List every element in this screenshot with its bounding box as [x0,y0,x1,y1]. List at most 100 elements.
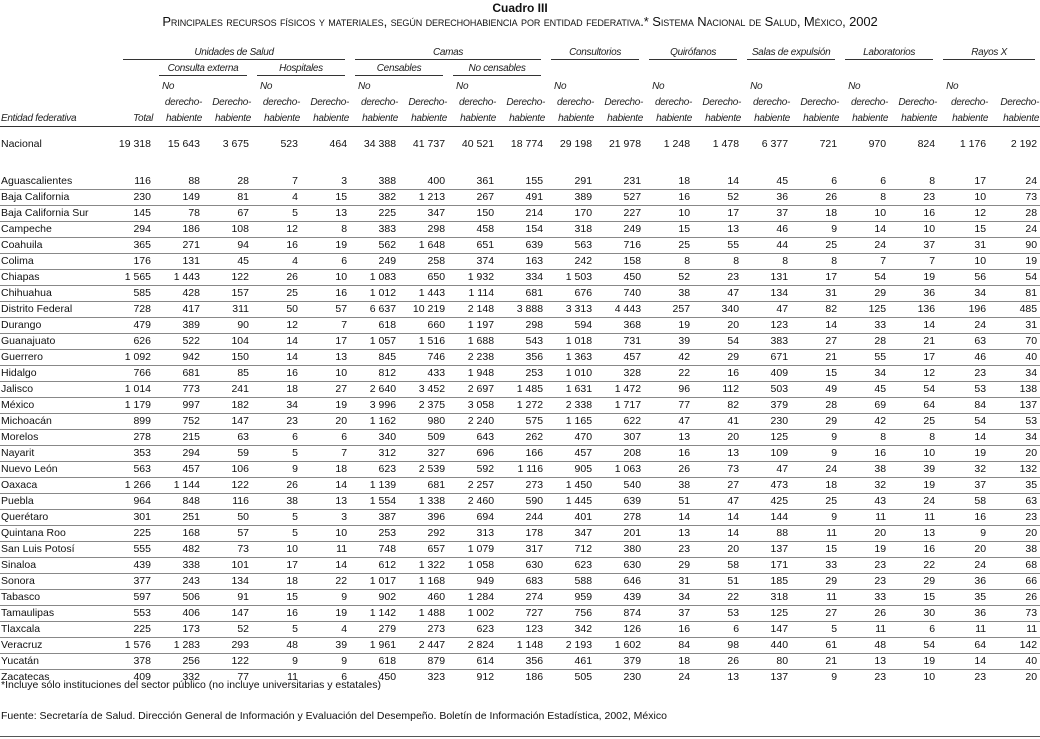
value-cell: 214 [497,205,547,222]
value-cell: 51 [693,573,743,590]
value-cell: 1 554 [350,493,400,510]
value-cell: 15 643 [167,137,200,150]
value-cell: 2 824 [448,637,498,654]
value-cell: 8 [644,253,694,270]
value-cell: 21 [791,349,841,366]
value-cell: 2 539 [399,461,449,478]
value-cell: 19 [938,445,990,462]
value-cell: 125 [840,301,890,318]
column-header-line: habiente [448,108,498,127]
value-cell: 31 [791,285,841,302]
value-cell: 20 [840,525,890,542]
value-cell: 14 [693,525,743,542]
value-cell: 16 [252,365,301,382]
entity-name: Quintana Roo [0,525,118,542]
value-cell: 35 [989,477,1040,494]
group-header: Camas [350,44,546,60]
value-cell: 23 [974,671,987,683]
value-cell: 51 [644,493,694,510]
value-cell: 57 [301,301,351,318]
value-cell: 657 [399,541,449,558]
value-cell: 10 [644,205,694,222]
value-cell: 123 [497,621,547,638]
total-column-header: Total [118,108,154,127]
value-cell: 274 [497,589,547,606]
value-cell: 1 516 [399,333,449,350]
value-cell: 10 219 [399,301,449,318]
value-cell: 4 [252,253,301,270]
value-cell: 334 [497,269,547,286]
value-cell: 19 [989,253,1040,270]
column-header-line: habiente [989,108,1040,127]
value-cell: 646 [595,573,645,590]
value-cell: 651 [448,237,498,254]
value-cell: 38 [644,285,694,302]
value-cell: 38 [644,477,694,494]
value-cell: 4 [301,621,351,638]
value-cell: 1 197 [448,317,498,334]
value-cell: 1 338 [399,493,449,510]
value-cell: 311 [203,301,252,318]
value-cell: 88 [154,174,203,190]
value-cell: 592 [448,461,498,478]
value-cell: 22 [693,589,743,606]
column-header-line: habiente [693,108,743,127]
value-cell: 36 [889,285,939,302]
value-cell: 13 [889,525,939,542]
value-cell: 291 [546,174,596,190]
column-header-line: No [946,81,959,92]
bottom-rule [0,736,1040,737]
value-cell: 231 [595,174,645,190]
value-cell: 383 [742,333,792,350]
entity-name: Tamaulipas [0,605,118,622]
value-cell: 40 521 [461,137,495,150]
value-cell: 2 257 [448,477,498,494]
value-cell: 20 [938,541,990,558]
value-cell: 63 [989,493,1040,510]
value-cell: 623 [546,557,596,574]
value-cell: 19 318 [118,137,151,150]
value-cell: 26 [252,269,301,286]
value-cell: 461 [546,653,596,670]
entity-column-header: Entidad federativa [0,108,118,127]
column-header-line: habiente [252,108,301,127]
value-cell: 253 [497,365,547,382]
value-cell: 46 [938,349,990,366]
value-cell: 721 [819,137,838,150]
value-cell: 9 [791,509,841,526]
value-cell: 67 [203,205,252,222]
entity-name: Nayarit [0,445,118,462]
column-header-line [399,76,448,92]
spacer-row [0,161,1040,174]
value-cell: 365 [118,237,154,254]
value-cell: 47 [742,301,792,318]
value-cell: 13 [644,525,694,542]
value-cell: 7 [301,445,351,462]
value-cell: 25 [644,237,694,254]
value-cell: 5 [252,525,301,542]
value-cell: 9 [301,653,351,670]
column-header-line: habiente [350,108,400,127]
column-header-line: habiente [840,108,890,127]
value-cell: 101 [203,557,252,574]
value-cell: 6 [840,174,890,190]
value-cell: 614 [448,653,498,670]
value-cell: 15 [791,541,841,558]
value-cell: 4 [252,189,301,206]
value-cell: 20 [989,525,1040,542]
column-header-line: derecho- [556,97,595,108]
column-header-line [989,76,1040,92]
value-cell: 1 648 [399,237,449,254]
value-cell: 406 [154,605,203,622]
table-number: Cuadro III [492,1,548,15]
value-cell: 694 [448,509,498,526]
value-cell: 1 322 [399,557,449,574]
value-cell: 16 [644,189,694,206]
value-cell: 401 [546,509,596,526]
value-cell: 23 [644,541,694,558]
value-cell: 57 [203,525,252,542]
entity-name: Jalisco [0,381,118,398]
value-cell: 347 [399,205,449,222]
value-cell: 752 [154,413,203,430]
value-cell: 2 240 [448,413,498,430]
